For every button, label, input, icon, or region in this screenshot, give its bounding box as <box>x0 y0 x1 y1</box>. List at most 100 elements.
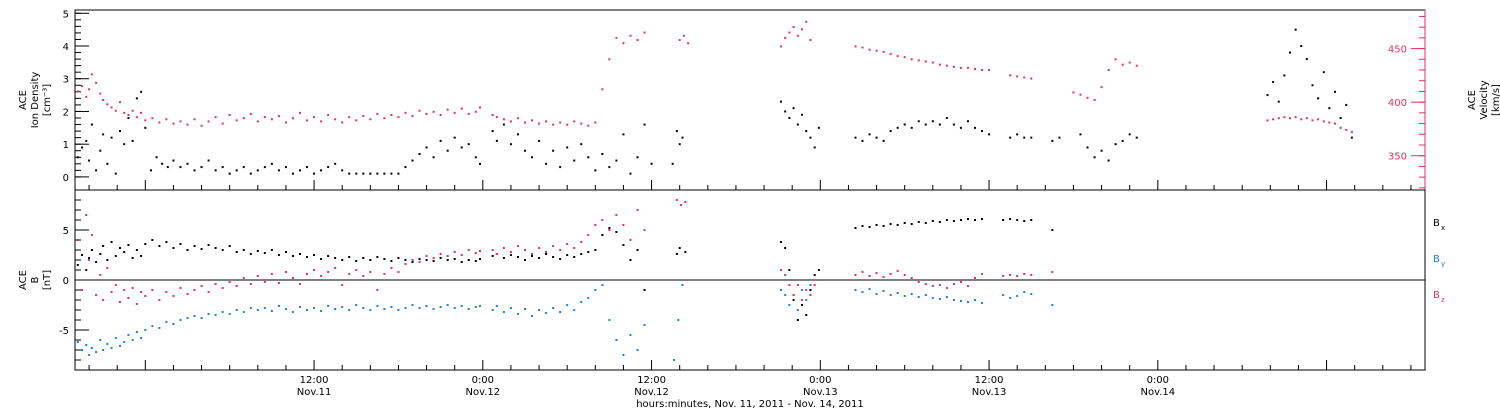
density-point <box>1345 103 1348 106</box>
velocity-point <box>952 65 955 68</box>
bx-point <box>284 251 287 253</box>
bz-point <box>938 284 941 286</box>
bz-point <box>369 271 372 273</box>
density-point <box>615 159 618 162</box>
by-point <box>531 315 534 317</box>
by-point <box>355 304 358 306</box>
velocity-point <box>1100 86 1103 89</box>
bz-point <box>917 281 920 283</box>
by-point <box>861 291 864 293</box>
time-axis-title: hours:minutes, Nov. 11, 2011 - Nov. 14, … <box>636 399 864 410</box>
bz-point <box>263 281 266 283</box>
density-point <box>491 130 494 133</box>
velocity-point <box>263 116 266 119</box>
bz-point <box>179 287 182 289</box>
velocity-point <box>945 64 948 67</box>
bz-point <box>390 267 393 269</box>
velocity-point <box>1023 76 1026 79</box>
bz-point <box>102 299 105 301</box>
bz-point <box>404 263 407 265</box>
density-point <box>1079 133 1082 136</box>
bx-point <box>491 255 494 257</box>
bz-point <box>327 271 330 273</box>
by-point <box>256 309 259 311</box>
by-point <box>334 308 337 310</box>
velocity-point <box>1114 58 1117 61</box>
velocity-point <box>313 116 316 119</box>
bz-point <box>320 275 323 277</box>
bx-point <box>102 245 105 247</box>
density-point <box>1294 28 1297 31</box>
by-point <box>509 307 512 309</box>
density-point <box>144 126 147 129</box>
bx-point <box>207 244 210 246</box>
bx-point <box>938 221 941 223</box>
velocity-point <box>1294 116 1297 119</box>
bz-point <box>896 270 899 272</box>
by-point <box>594 289 597 291</box>
by-point <box>573 309 576 311</box>
by-point <box>1051 304 1054 306</box>
density-point <box>531 156 534 159</box>
velocity-point <box>552 123 555 126</box>
density-point <box>110 136 113 139</box>
legend-label-x: B <box>1433 218 1440 229</box>
by-point <box>479 305 481 307</box>
velocity-point <box>348 116 351 119</box>
by-point <box>966 301 969 303</box>
field-axis-title-line3: [nT] <box>42 270 53 290</box>
by-point <box>779 289 782 291</box>
density-point <box>896 126 899 129</box>
bx-point <box>1030 219 1033 221</box>
by-point <box>453 307 456 309</box>
by-point <box>981 302 984 304</box>
time-axis-labels: 12:00Nov.110:00Nov.1212:00Nov.120:00Nov.… <box>297 375 1175 398</box>
density-point <box>114 172 117 175</box>
bx-point <box>460 261 463 263</box>
density-point <box>675 130 678 133</box>
density-point <box>573 159 576 162</box>
velocity-point <box>1345 129 1348 131</box>
density-point <box>1339 117 1342 119</box>
velocity-point <box>981 69 984 71</box>
bx-point <box>106 259 109 261</box>
by-point <box>552 307 555 309</box>
bz-point <box>383 273 386 275</box>
velocity-point <box>580 122 583 125</box>
by-point <box>235 309 238 311</box>
by-point <box>917 296 920 298</box>
bx-point <box>369 259 372 261</box>
velocity-point <box>974 67 976 70</box>
bx-point <box>474 260 477 262</box>
bz-point <box>341 284 344 286</box>
by-point <box>460 305 463 307</box>
velocity-point <box>119 101 121 104</box>
bx-point <box>390 260 393 262</box>
density-point <box>90 123 93 126</box>
velocity-point <box>81 85 84 88</box>
field-tick-label: -5 <box>59 326 69 337</box>
density-point <box>805 130 808 133</box>
by-point <box>123 341 126 343</box>
by-point <box>102 349 105 351</box>
bz-point <box>397 271 400 273</box>
velocity-point <box>158 121 161 124</box>
bz-point <box>959 281 962 283</box>
velocity-tick-label: 450 <box>1388 45 1407 56</box>
velocity-point <box>938 63 941 66</box>
density-point <box>681 136 684 139</box>
density-point <box>131 139 134 142</box>
by-point <box>291 311 294 313</box>
by-point <box>320 310 323 312</box>
velocity-point <box>509 120 512 123</box>
density-point <box>1328 107 1331 110</box>
bx-point <box>924 222 927 224</box>
bx-point <box>249 253 252 255</box>
velocity-point <box>959 66 962 69</box>
by-point <box>491 309 494 311</box>
velocity-point <box>809 39 812 41</box>
velocity-point <box>277 115 280 118</box>
velocity-point <box>516 117 519 120</box>
density-axis-title-line3: [cm⁻³] <box>42 84 53 116</box>
density-point <box>792 107 795 110</box>
